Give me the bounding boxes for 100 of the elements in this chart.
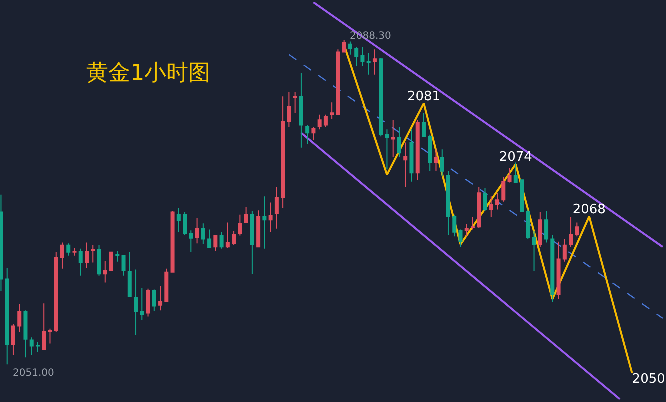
candlestick bbox=[134, 269, 138, 336]
candlestick bbox=[60, 242, 64, 270]
candlestick bbox=[110, 252, 114, 272]
candlestick bbox=[201, 223, 206, 246]
candlestick bbox=[336, 49, 340, 116]
candlestick bbox=[391, 120, 396, 158]
candlestick bbox=[244, 206, 248, 224]
candlestick bbox=[287, 92, 292, 128]
candlestick bbox=[176, 207, 181, 233]
candlestick bbox=[379, 58, 384, 138]
candlestick bbox=[324, 114, 328, 128]
candlestick bbox=[569, 217, 574, 248]
candlestick bbox=[458, 229, 463, 248]
candlestick bbox=[122, 255, 126, 276]
candlestick bbox=[238, 214, 242, 236]
candlestick bbox=[520, 180, 524, 213]
candlestick bbox=[189, 230, 194, 253]
candlestick bbox=[42, 303, 46, 350]
candlestick bbox=[471, 217, 475, 230]
candlestick bbox=[360, 46, 365, 67]
candlestick bbox=[312, 126, 316, 141]
candlestick bbox=[452, 214, 457, 238]
candlestick bbox=[226, 222, 230, 248]
candlestick bbox=[220, 232, 224, 250]
candlestick bbox=[526, 209, 530, 240]
candlestick bbox=[330, 102, 334, 120]
candlestick bbox=[446, 170, 450, 236]
candlestick bbox=[489, 196, 494, 218]
candlestick bbox=[158, 286, 163, 312]
candlestick bbox=[544, 210, 549, 244]
candlestick bbox=[575, 222, 580, 238]
candlestick bbox=[48, 328, 52, 344]
candlestick bbox=[354, 46, 359, 67]
candlestick bbox=[404, 142, 408, 188]
candlestick bbox=[410, 129, 414, 182]
candlestick bbox=[274, 186, 279, 230]
candlestick bbox=[428, 134, 432, 172]
candlestick bbox=[146, 288, 150, 318]
candlestick bbox=[250, 210, 254, 275]
candlestick bbox=[208, 229, 212, 248]
candlestick bbox=[140, 288, 144, 321]
candlestick bbox=[0, 194, 4, 292]
candlestick bbox=[214, 235, 218, 252]
candlestick bbox=[18, 304, 22, 333]
candlestick bbox=[91, 244, 96, 264]
candlestick bbox=[502, 177, 506, 202]
candlestick bbox=[5, 268, 10, 366]
data-label: 2081 bbox=[407, 89, 441, 104]
candlestick bbox=[464, 224, 469, 238]
candlestick bbox=[66, 243, 71, 256]
candlestick bbox=[483, 187, 488, 212]
candlestick bbox=[496, 192, 500, 210]
candlestick bbox=[232, 230, 236, 246]
candlestick bbox=[562, 238, 567, 262]
candlestick bbox=[128, 252, 132, 298]
candlestick bbox=[372, 49, 377, 76]
candlestick bbox=[103, 260, 108, 284]
data-label: 2068 bbox=[572, 202, 606, 218]
candlestick bbox=[116, 250, 120, 262]
candlestick bbox=[183, 212, 188, 236]
candlestick bbox=[78, 248, 83, 276]
candlestick bbox=[256, 210, 261, 248]
candlestick bbox=[385, 129, 390, 170]
candlestick bbox=[170, 210, 175, 273]
candlestick bbox=[24, 310, 28, 358]
candlestick bbox=[152, 289, 156, 312]
candlestick bbox=[514, 162, 518, 184]
candlestick bbox=[550, 234, 555, 302]
candlestick bbox=[366, 52, 371, 76]
candlestick bbox=[306, 124, 310, 145]
text: 黄金1小时图 bbox=[86, 61, 211, 86]
candlestick bbox=[422, 112, 426, 138]
candlestick bbox=[532, 230, 536, 272]
candlestick bbox=[508, 167, 512, 184]
annotation: 2051.00 bbox=[13, 368, 54, 379]
candlestick bbox=[342, 40, 346, 53]
candlestick bbox=[318, 114, 322, 130]
candlestick bbox=[54, 252, 58, 333]
candlestick bbox=[97, 244, 102, 276]
candlestick bbox=[440, 149, 444, 178]
candlestick bbox=[30, 337, 34, 356]
candlestick bbox=[434, 149, 438, 172]
candlestick bbox=[293, 92, 298, 114]
candlestick bbox=[299, 72, 304, 148]
candlestick bbox=[262, 196, 267, 250]
candlestick bbox=[281, 96, 286, 208]
candlestick bbox=[538, 212, 542, 248]
candlestick bbox=[477, 186, 482, 228]
candlestick bbox=[397, 126, 402, 158]
candlestick bbox=[268, 202, 273, 233]
candlestick bbox=[348, 41, 352, 56]
data-label: 2050 bbox=[632, 372, 666, 388]
candlestick bbox=[36, 341, 40, 353]
candlestick bbox=[72, 247, 77, 256]
data-label: 2074 bbox=[499, 150, 532, 166]
candlestick bbox=[11, 324, 16, 356]
candlestick bbox=[416, 120, 420, 181]
candlestick bbox=[195, 218, 200, 244]
candlestick bbox=[556, 241, 561, 300]
candlestick bbox=[164, 268, 169, 302]
